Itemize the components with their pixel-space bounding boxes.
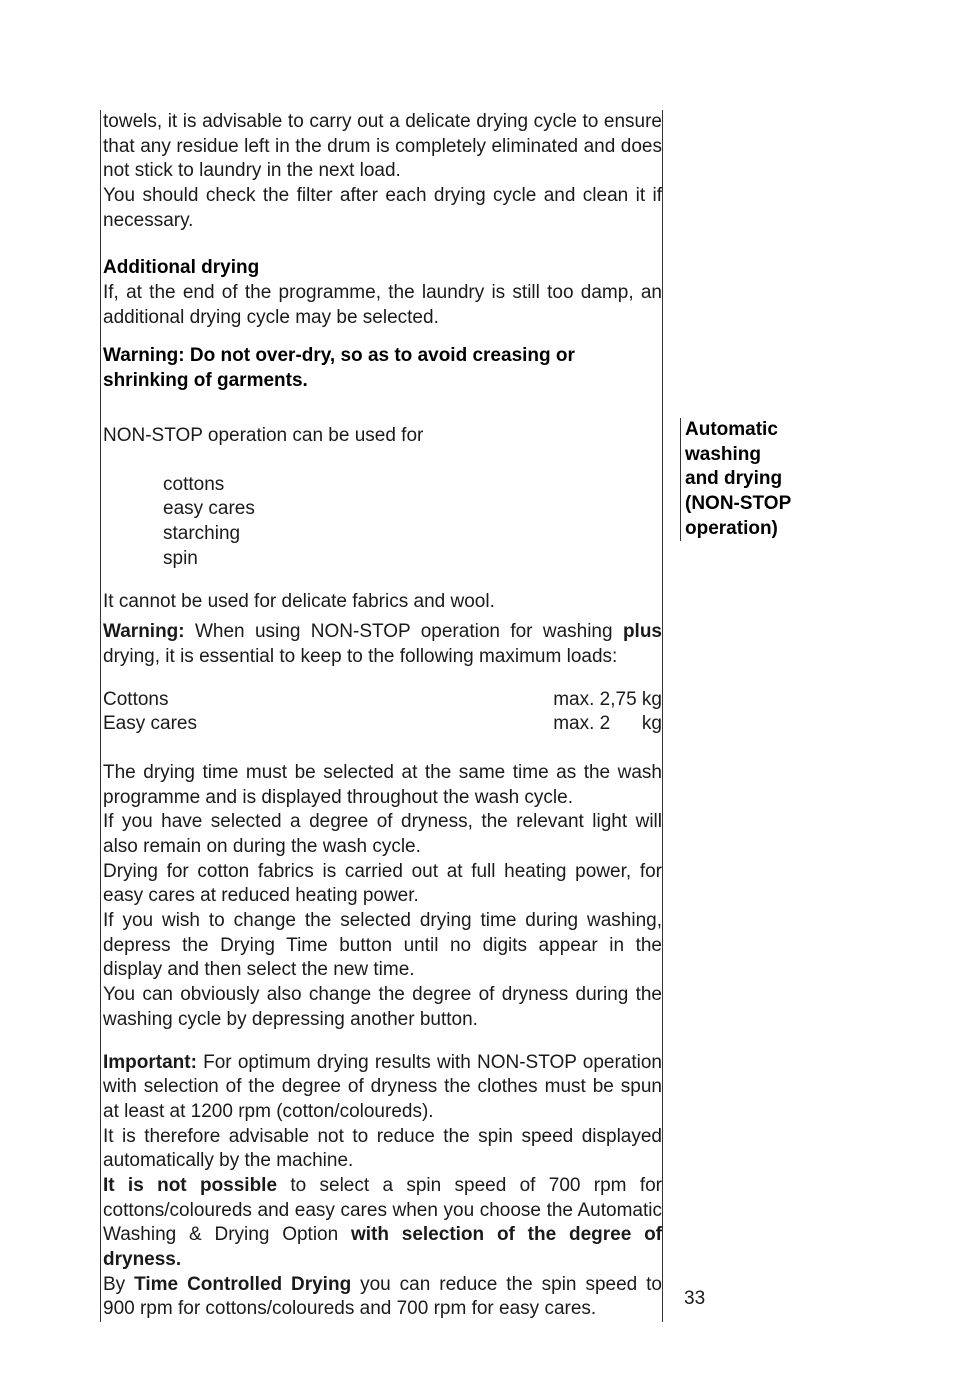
list-item: cottons (163, 473, 662, 498)
body-p4: If you wish to change the selected dryin… (103, 909, 662, 983)
load-row: Cottons max. 2,75 kg (103, 688, 662, 713)
important-prefix: Important: (103, 1052, 197, 1073)
warning-plus: plus (623, 621, 662, 642)
nonstop-intro: NON-STOP operation can be used for (103, 424, 662, 449)
main-text-column: towels, it is advisable to carry out a d… (100, 110, 663, 1322)
body-p1: The drying time must be selected at the … (103, 761, 662, 810)
page-number: 33 (684, 1288, 705, 1310)
sidebar-l2: washing (685, 443, 850, 468)
sidebar-l5: operation) (685, 517, 850, 542)
not-possible: It is not possible (103, 1175, 277, 1196)
body-p5: You can obviously also change the degree… (103, 983, 662, 1032)
additional-drying-warning: Warning: Do not over-dry, so as to avoid… (103, 343, 662, 394)
load-table: Cottons max. 2,75 kg Easy cares max. 2 k… (103, 688, 662, 737)
load-max: max. 2 kg (553, 712, 662, 737)
nonstop-warning: Warning: When using NON-STOP operation f… (103, 620, 662, 669)
warning-prefix: Warning: (103, 621, 185, 642)
list-item: easy cares (163, 497, 662, 522)
additional-drying-heading: Additional drying (103, 257, 662, 279)
nonstop-cannot: It cannot be used for delicate fabrics a… (103, 590, 662, 615)
p4b: Time Controlled Drying (134, 1274, 351, 1295)
intro-p2: You should check the filter after each d… (103, 184, 662, 233)
sidebar-l3: and drying (685, 467, 850, 492)
sidebar-l1: Automatic (685, 418, 850, 443)
load-row: Easy cares max. 2 kg (103, 712, 662, 737)
sidebar-l4: (NON-STOP (685, 492, 850, 517)
p4a: By (103, 1274, 134, 1295)
important-p3: It is not possible to select a spin spee… (103, 1174, 662, 1273)
load-max: max. 2,75 kg (553, 688, 662, 713)
important-p1: Important: For optimum drying results wi… (103, 1051, 662, 1125)
load-fabric: Easy cares (103, 712, 197, 737)
body-p3: Drying for cotton fabrics is carried out… (103, 860, 662, 909)
additional-drying-p1: If, at the end of the programme, the lau… (103, 281, 662, 330)
important-p2: It is therefore advisable not to reduce … (103, 1125, 662, 1174)
load-fabric: Cottons (103, 688, 168, 713)
body-p2: If you have selected a degree of dryness… (103, 810, 662, 859)
intro-p1: towels, it is advisable to carry out a d… (103, 110, 662, 184)
important-p4: By Time Controlled Drying you can reduce… (103, 1273, 662, 1322)
sidebar-heading: Automatic washing and drying (NON-STOP o… (680, 418, 850, 541)
warning-end: drying, it is essential to keep to the f… (103, 646, 617, 667)
warning-text: When using NON-STOP operation for washin… (185, 621, 623, 642)
list-item: starching (163, 522, 662, 547)
nonstop-list: cottons easy cares starching spin (103, 473, 662, 572)
list-item: spin (163, 547, 662, 572)
